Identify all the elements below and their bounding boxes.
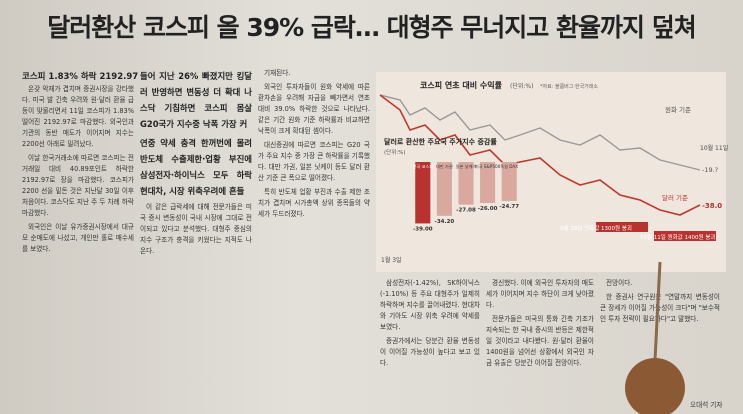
bar-category: 대만 가권 — [436, 163, 453, 170]
event-box — [654, 231, 716, 241]
subhead: 코스피 1.83% 하락 2192.97 — [22, 72, 139, 82]
rope — [653, 261, 662, 361]
bar-category: 일본 닛케이 — [456, 163, 477, 170]
paragraph: 외국인은 이날 유가증권시장에서 대규모 순매도에 나섰고, 개인만 홀로 매수… — [22, 223, 134, 253]
bar — [415, 162, 431, 224]
paragraph: 대신증권에 따르면 코스피는 G20 국가 주요 지수 중 가장 큰 하락률을 … — [258, 141, 370, 182]
graphic-title: 코스피 연초 대비 수익률 — [420, 80, 503, 90]
event-label: 10월 11일 원화값 1400원 붕괴 — [640, 233, 715, 241]
bar-category: 한국 코스피 — [412, 163, 433, 170]
won-value: -19.? — [702, 166, 718, 174]
paragraph: 외국인 투자자들이 원화 약세에 따른 환차손을 우려해 자금을 빼가면서 연초… — [258, 83, 370, 135]
dollar-value: -38.0 — [702, 202, 722, 210]
paragraph: 증권가에서는 당분간 환율 변동성이 이어질 가능성이 높다고 보고 있다. — [380, 337, 480, 367]
paragraph: 이 같은 급락세에 대해 전문가들은 미국 증시 변동성이 국내 시장에 그대로… — [140, 203, 252, 255]
paragraph: 경신했다. 이에 외국인 투자자의 매도세가 이어지며 지수 하단이 크게 낮아… — [486, 279, 594, 309]
won-line — [379, 94, 701, 171]
article-column: 경신했다. 이에 외국인 투자자의 매도세가 이어지며 지수 하단이 크게 낮아… — [486, 278, 594, 410]
event-box — [596, 222, 648, 232]
paragraph: 전망이다. — [606, 279, 633, 287]
bar — [501, 162, 517, 202]
dollar-label: 달러 기준 — [662, 193, 688, 202]
article-column: 기재된다. 외국인 투자자들이 원화 약세에 따른 환차손을 우려해 자금을 빼가… — [258, 68, 370, 410]
article-column: 온갖 악재가 겹치며 증권시장을 강타했다. 미국 발 긴축 우려와 원·달러 … — [22, 84, 134, 410]
bar-value-label: -24.77 — [499, 204, 519, 210]
paragraph: 연중 약세 충격 한꺼번에 몰려 반도체 수출제한·업황 부진에 삼성전자·하이… — [140, 138, 252, 196]
bar-value-label: -27.08 — [456, 208, 476, 214]
end-date: 10월 11일 — [700, 144, 728, 152]
article-column: 삼성전자(-1.42%), SK하이닉스(-1.10%) 등 주요 대형주가 일… — [380, 278, 480, 410]
event-label: 9월 28일 원화값 1300원 붕괴 — [560, 224, 632, 232]
bar — [458, 162, 474, 205]
article-column: 전망이다. 한 증권사 연구원은 "연말까지 변동성이 큰 장세가 이어질 가능성… — [600, 278, 720, 410]
article-column: 들어 지난 26% 빠졌지만 킹달러 반영하면 변동성 더 확대 나스닥 기침하… — [140, 68, 252, 410]
bar — [436, 162, 452, 216]
paragraph: 삼성전자(-1.42%), SK하이닉스(-1.10%) 등 주요 대형주가 일… — [380, 279, 480, 331]
paragraph: 들어 지난 26% 빠졌지만 킹달러 반영하면 변동성 더 확대 나스닥 기침하… — [140, 71, 252, 129]
bar-chart-unit: (단위:%) — [384, 148, 406, 156]
paragraph: 이날 한국거래소에 따르면 코스피는 전 거래일 대비 40.89포인트 하락한… — [22, 154, 134, 217]
wrecking-ball — [625, 358, 685, 414]
start-date: 1월 3일 — [381, 256, 402, 264]
graphic-source: *자료: 블룸버그·한국거래소 — [540, 83, 598, 90]
bar-value-label: -39.00 — [413, 226, 433, 232]
dollar-line — [379, 94, 701, 216]
paragraph: 한 증권사 연구원은 "연말까지 변동성이 큰 장세가 이어질 가능성이 크다"… — [600, 293, 720, 323]
paragraph: 온갖 악재가 겹치며 증권시장을 강타했다. 미국 발 긴축 우려와 원·달러 … — [22, 85, 134, 148]
paragraph: 전문가들은 미국의 통화 긴축 기조가 지속되는 한 국내 증시의 반등은 제한… — [486, 315, 594, 367]
bar-chart-title: 달러로 환산한 주요국 주가지수 증감률 — [384, 137, 497, 146]
won-label: 원화 기준 — [665, 105, 691, 114]
graphic-unit: (단위:%) — [510, 82, 533, 90]
paragraph: 기재된다. — [264, 69, 291, 77]
byline: 오대석 기자 — [690, 401, 723, 409]
headline: 달러환산 코스피 올 39% 급락… 대형주 무너지고 환율까지 덮쳐 — [47, 13, 696, 42]
bar-category: 독일 DAX — [500, 163, 518, 170]
paragraph: 특히 반도체 업황 부진과 수출 제한 조치가 겹치며 시가총액 상위 종목들의… — [258, 188, 370, 218]
bar-category: 미국 S&P500 — [475, 163, 501, 170]
bar-value-label: -34.20 — [435, 219, 455, 225]
bar-value-label: -26.00 — [478, 206, 498, 212]
bar — [480, 162, 496, 203]
